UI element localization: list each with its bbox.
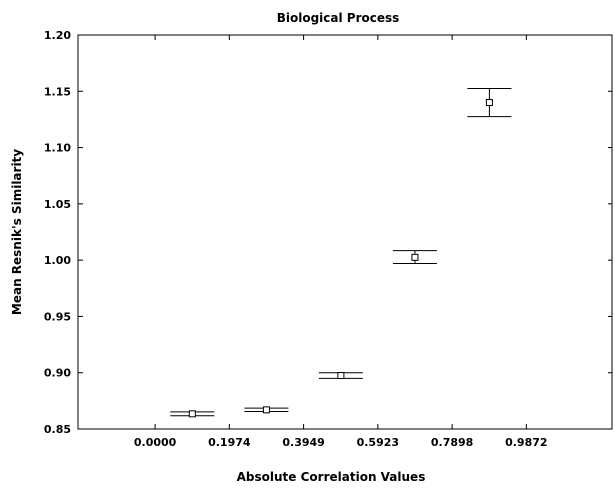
y-tick-label: 0.90 xyxy=(44,367,71,380)
x-axis: 0.0000 0.1974 0.3949 0.5923 0.7898 0.9872 xyxy=(134,35,548,449)
y-tick-label: 1.15 xyxy=(44,85,71,98)
data-point xyxy=(188,410,196,418)
data-point-group xyxy=(392,250,437,265)
data-point xyxy=(337,372,345,380)
data-point xyxy=(262,406,270,414)
y-axis-label: Mean Resnik's Similarity xyxy=(10,149,24,315)
chart-title: Biological Process xyxy=(277,11,400,25)
x-tick-label: 0.9872 xyxy=(505,436,547,449)
data-points xyxy=(170,87,512,418)
x-axis-label: Absolute Correlation Values xyxy=(237,470,426,484)
data-point xyxy=(485,99,493,107)
data-point-group xyxy=(244,406,289,414)
plot-area xyxy=(77,34,613,430)
data-point-group xyxy=(318,372,363,380)
data-point xyxy=(411,253,419,261)
data-point-group xyxy=(467,87,512,118)
data-point-group xyxy=(170,410,215,418)
x-tick-label: 0.3949 xyxy=(282,436,324,449)
x-tick-label: 0.7898 xyxy=(431,436,473,449)
y-tick-label: 1.10 xyxy=(44,142,71,155)
y-axis: 1.20 1.15 1.10 1.05 1.00 0.95 0.90 0.85 xyxy=(44,29,612,436)
x-tick-label: 0.0000 xyxy=(134,436,177,449)
y-tick-label: 1.20 xyxy=(44,29,71,42)
x-tick-label: 0.5923 xyxy=(357,436,399,449)
x-tick-label: 0.1974 xyxy=(208,436,251,449)
y-tick-label: 0.85 xyxy=(44,423,71,436)
y-tick-label: 1.00 xyxy=(44,254,71,267)
y-tick-label: 0.95 xyxy=(44,310,71,323)
y-tick-label: 1.05 xyxy=(44,198,71,211)
